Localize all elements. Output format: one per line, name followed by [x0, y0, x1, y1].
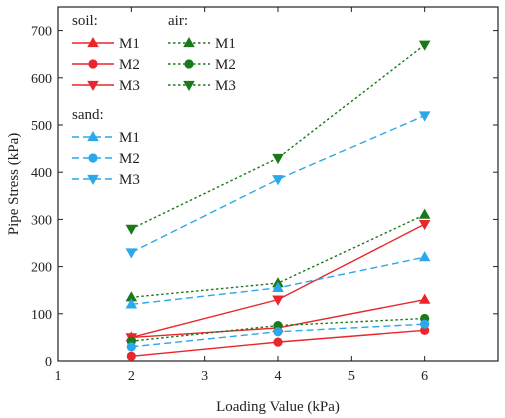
- line-air-M3: [131, 44, 426, 230]
- legend-label: M3: [119, 78, 140, 94]
- legend-marker: [87, 174, 99, 186]
- point-air-M1: [418, 208, 431, 219]
- legend-group-air: air: M1 M2 M3: [168, 13, 236, 94]
- series-sand-M3: [125, 111, 431, 259]
- x-tick-label: 4: [275, 369, 282, 384]
- legend-marker: [87, 130, 99, 142]
- point-sand-M3: [125, 248, 138, 259]
- x-tick-label: 1: [55, 369, 62, 384]
- point-sand-M1: [418, 251, 431, 262]
- series-sand-M1: [125, 251, 431, 309]
- x-tick-label: 5: [348, 369, 355, 384]
- point-sand-M3: [272, 175, 284, 186]
- y-tick-label: 600: [31, 72, 52, 87]
- legend-item-soil-M1: M1: [72, 36, 140, 52]
- point-soil-M2: [273, 337, 283, 347]
- legend-marker: [88, 59, 98, 69]
- y-tick-label: 400: [31, 166, 52, 181]
- y-tick-label: 500: [31, 119, 52, 134]
- point-sand-M2: [420, 319, 430, 329]
- legend-item-air-M2: M2: [168, 57, 236, 73]
- legend-item-air-M1: M1: [168, 36, 236, 52]
- legend-item-sand-M1: M1: [72, 130, 140, 146]
- y-tick-label: 300: [31, 213, 52, 228]
- legend-label: M2: [215, 57, 236, 73]
- point-soil-M1: [418, 293, 431, 304]
- x-axis-title: Loading Value (kPa): [216, 399, 340, 415]
- point-sand-M2: [126, 342, 136, 352]
- y-axis-title: Pipe Stress (kPa): [6, 133, 22, 236]
- legend-title-air: air:: [168, 13, 188, 29]
- legend-item-air-M3: M3: [168, 78, 236, 94]
- legend-title-sand: sand:: [72, 107, 104, 123]
- legend-label: M1: [119, 130, 140, 146]
- series-lines: [125, 40, 431, 361]
- legend-label: M1: [215, 36, 236, 52]
- series-sand-M2: [126, 319, 430, 352]
- point-sand-M3: [418, 111, 431, 122]
- legend-item-sand-M3: M3: [72, 172, 140, 188]
- y-tick-label: 100: [31, 308, 52, 323]
- point-air-M3: [272, 153, 284, 165]
- legend-label: M1: [119, 36, 140, 52]
- x-tick-label: 2: [128, 369, 135, 384]
- legend-label: M2: [119, 57, 140, 73]
- legend-title-soil: soil:: [72, 13, 98, 29]
- legend-marker: [184, 59, 194, 69]
- legend-marker: [88, 153, 98, 163]
- point-soil-M2: [126, 351, 136, 361]
- y-tick-label: 0: [45, 355, 52, 370]
- legend-marker: [183, 36, 195, 48]
- y-tick-label: 700: [31, 25, 52, 40]
- point-sand-M1: [125, 298, 138, 309]
- legend-marker: [87, 36, 99, 48]
- legend-item-sand-M2: M2: [72, 151, 140, 167]
- point-soil-M3: [272, 295, 284, 306]
- point-air-M3: [418, 40, 431, 51]
- legend-label: M3: [215, 78, 236, 94]
- legend-item-soil-M2: M2: [72, 57, 140, 73]
- legend-group-sand: sand: M1 M2 M3: [72, 107, 140, 188]
- legend: soil: M1 M2 M3 air: M1 M2 M3 sand: M1 M2 M3: [72, 13, 236, 188]
- x-tick-label: 3: [201, 369, 208, 384]
- axis-ticks: 1 2 3 4 5 6 0 100 200 300 400 500 600 700: [31, 7, 498, 384]
- y-tick-label: 200: [31, 261, 52, 276]
- point-soil-M3: [418, 219, 431, 231]
- legend-label: M3: [119, 172, 140, 188]
- point-sand-M2: [273, 327, 283, 337]
- point-air-M3: [125, 224, 138, 235]
- legend-marker: [87, 80, 99, 92]
- legend-item-soil-M3: M3: [72, 78, 140, 94]
- series-air-M3: [125, 40, 431, 235]
- legend-marker: [183, 80, 195, 92]
- line-sand-M3: [131, 114, 425, 254]
- point-sand-M1: [272, 281, 284, 292]
- legend-group-soil: soil: M1 M2 M3: [72, 13, 140, 94]
- x-tick-label: 6: [421, 369, 428, 384]
- point-air-M1: [125, 291, 138, 302]
- legend-label: M2: [119, 151, 140, 167]
